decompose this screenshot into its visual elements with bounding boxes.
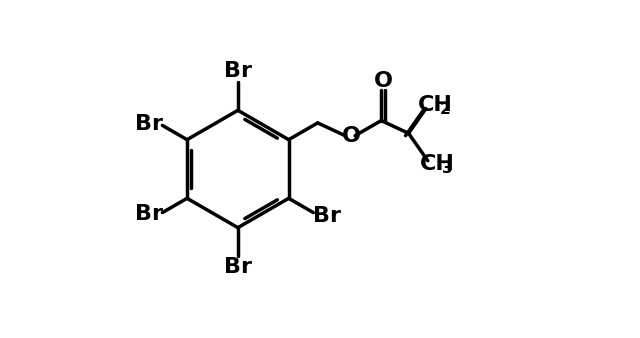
Text: O: O (342, 126, 360, 146)
Text: 2: 2 (440, 102, 451, 117)
Text: Br: Br (135, 204, 163, 224)
Text: O: O (373, 71, 392, 91)
Text: Br: Br (224, 257, 252, 277)
Text: Br: Br (135, 114, 163, 134)
Text: Br: Br (224, 61, 252, 81)
Text: CH: CH (418, 95, 452, 115)
Text: Br: Br (313, 206, 340, 226)
Text: 3: 3 (442, 161, 452, 176)
Text: CH: CH (420, 154, 454, 174)
